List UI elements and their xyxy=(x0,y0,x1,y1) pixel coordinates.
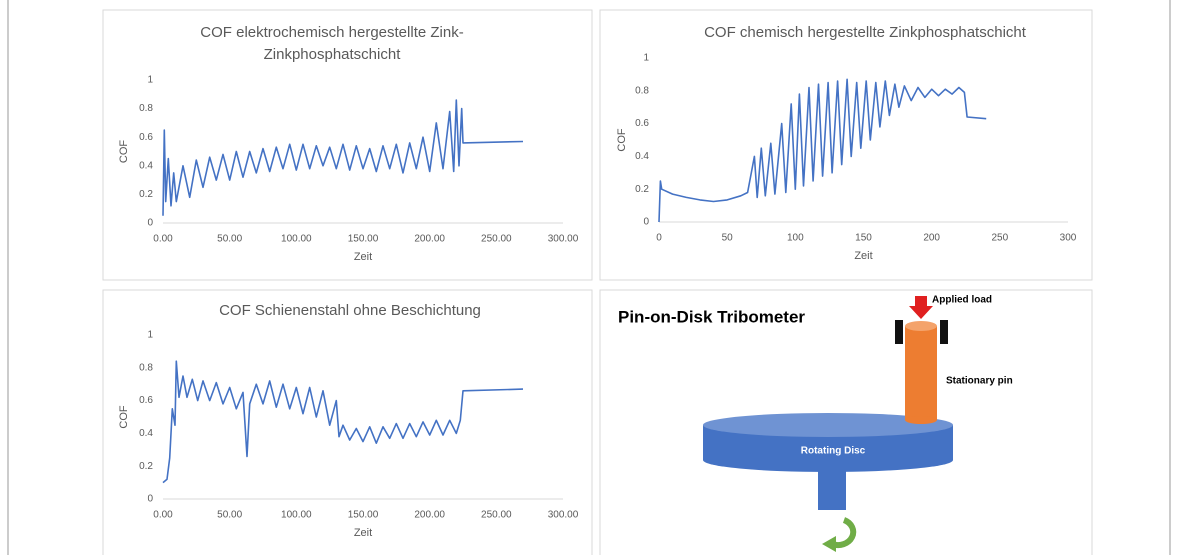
x-tick-label: 50.00 xyxy=(217,510,242,521)
x-tick-label: 250.00 xyxy=(481,510,512,521)
y-tick-label: 0 xyxy=(643,217,649,228)
x-tick-label: 100.00 xyxy=(281,234,312,245)
x-axis-label: Zeit xyxy=(354,251,372,263)
line-series xyxy=(162,360,524,484)
disc-label: Rotating Disc xyxy=(801,446,866,457)
chart-title: COF chemisch hergestellte Zinkphosphatsc… xyxy=(704,24,1026,41)
x-axis-label: Zeit xyxy=(354,527,372,539)
y-tick-label: 1 xyxy=(147,75,153,86)
y-axis-label: COF xyxy=(118,405,130,429)
panel xyxy=(599,289,1093,555)
x-tick-label: 50.00 xyxy=(217,234,242,245)
panel xyxy=(102,9,593,281)
y-tick-label: 0 xyxy=(147,494,153,505)
pin-bottom xyxy=(905,416,937,424)
x-tick-label: 50 xyxy=(722,233,734,244)
x-tick-label: 150.00 xyxy=(348,510,379,521)
y-tick-label: 0.8 xyxy=(139,362,153,373)
x-tick-label: 250.00 xyxy=(481,234,512,245)
x-tick-label: 0.00 xyxy=(153,234,173,245)
y-tick-label: 0 xyxy=(147,218,153,229)
holder xyxy=(940,320,948,344)
y-tick-label: 0.2 xyxy=(139,461,153,472)
load-arrow xyxy=(909,296,933,319)
rotation-arrow xyxy=(830,517,857,549)
panel xyxy=(599,9,1093,281)
rotation-arrow-head xyxy=(822,536,836,552)
y-axis-label: COF xyxy=(118,140,130,164)
x-axis-label: Zeit xyxy=(854,250,872,262)
chart-title: COF Schienenstahl ohne Beschichtung xyxy=(219,302,481,319)
x-tick-label: 300 xyxy=(1060,233,1077,244)
disc-top xyxy=(703,413,953,437)
y-tick-label: 0.6 xyxy=(139,132,153,143)
y-axis-label: COF xyxy=(616,128,628,152)
chart-title: COF elektrochemisch hergestellte Zink-Zi… xyxy=(200,24,464,63)
y-tick-label: 0.4 xyxy=(139,428,153,439)
diagram-title: Pin-on-Disk Tribometer xyxy=(618,307,805,326)
holder xyxy=(895,320,903,344)
x-tick-label: 0.00 xyxy=(153,510,173,521)
y-tick-label: 0.4 xyxy=(635,151,649,162)
disc-body xyxy=(703,425,953,472)
panel xyxy=(102,289,593,555)
y-tick-label: 0.2 xyxy=(635,184,649,195)
y-tick-label: 0.4 xyxy=(139,160,153,171)
y-tick-label: 0.6 xyxy=(635,118,649,129)
x-tick-label: 0 xyxy=(656,233,662,244)
y-tick-label: 0.2 xyxy=(139,189,153,200)
x-tick-label: 250 xyxy=(991,233,1008,244)
x-tick-label: 200.00 xyxy=(414,234,445,245)
line-series xyxy=(658,78,987,223)
x-tick-label: 200 xyxy=(923,233,940,244)
pin-top xyxy=(905,321,937,331)
pin xyxy=(905,326,937,420)
x-tick-label: 100 xyxy=(787,233,804,244)
x-tick-label: 150.00 xyxy=(348,234,379,245)
x-tick-label: 300.00 xyxy=(548,510,579,521)
x-tick-label: 150 xyxy=(855,233,872,244)
x-tick-label: 300.00 xyxy=(548,234,579,245)
x-tick-label: 200.00 xyxy=(414,510,445,521)
line-series xyxy=(162,99,524,216)
y-tick-label: 1 xyxy=(643,53,649,64)
x-tick-label: 100.00 xyxy=(281,510,312,521)
pin-label: Stationary pin xyxy=(946,376,1013,387)
load-label: Applied load xyxy=(932,295,992,306)
y-tick-label: 0.8 xyxy=(635,85,649,96)
y-tick-label: 1 xyxy=(147,330,153,341)
y-tick-label: 0.6 xyxy=(139,395,153,406)
y-tick-label: 0.8 xyxy=(139,103,153,114)
